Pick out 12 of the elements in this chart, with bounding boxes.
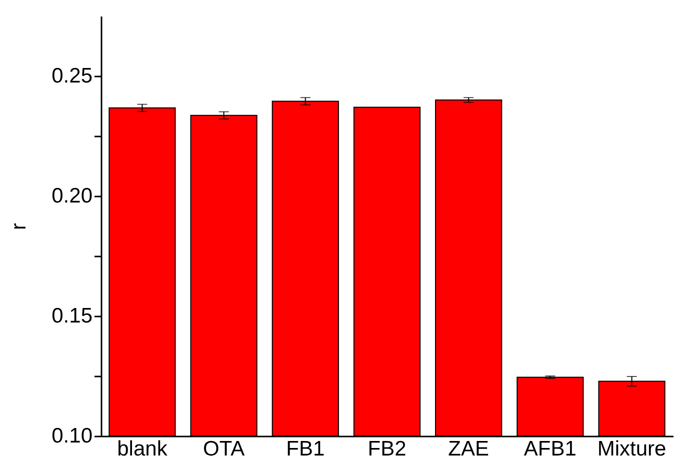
x-tick-label: OTA [202,438,245,460]
y-tick-label: 0.25 [52,64,92,88]
x-tick-label: FB1 [286,438,325,460]
y-tick-label: 0.10 [52,424,92,448]
x-tick-label: FB2 [368,438,406,460]
y-axis-title: r [8,223,31,230]
x-tick-label: Mixture [597,438,666,460]
x-tick-label: ZAE [448,438,490,460]
y-tick-label: 0.20 [52,184,92,208]
y-tick-label: 0.15 [52,304,92,328]
x-tick-label: AFB1 [524,438,576,460]
x-tick-label: blank [117,438,168,460]
